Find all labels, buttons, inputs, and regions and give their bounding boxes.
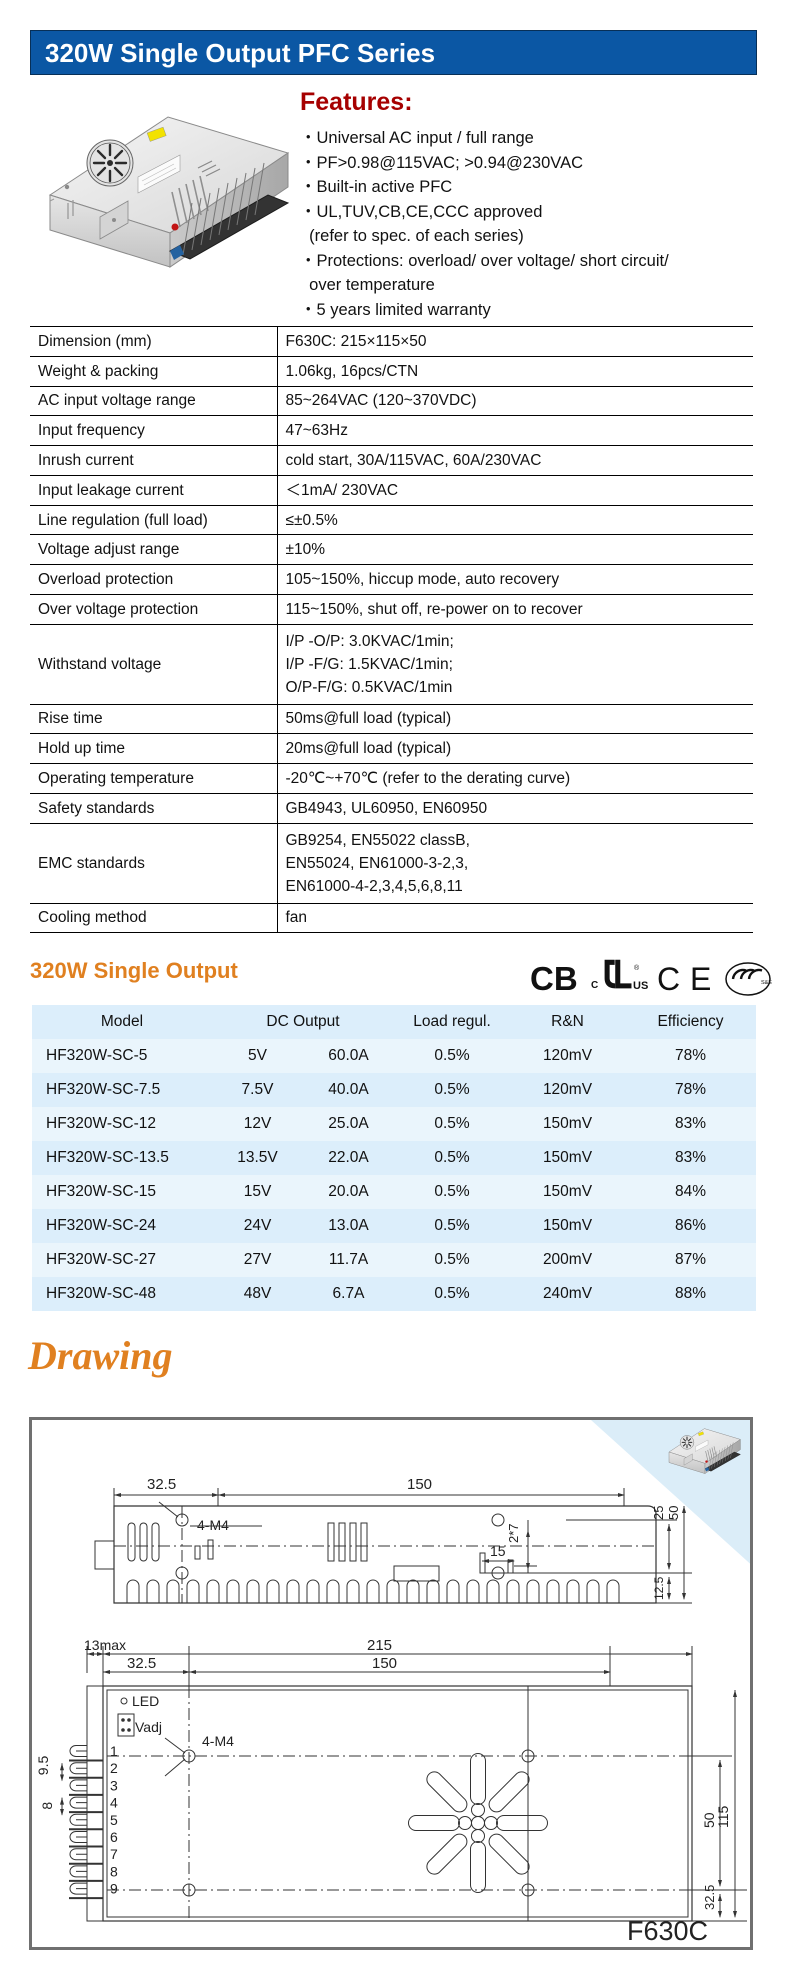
svg-text:4: 4 <box>110 1795 118 1811</box>
svg-text:32.5: 32.5 <box>127 1655 156 1672</box>
svg-text:2: 2 <box>110 1760 118 1776</box>
svg-text:13max: 13max <box>84 1638 126 1653</box>
svg-text:Vadj: Vadj <box>135 1719 162 1735</box>
svg-text:3: 3 <box>110 1777 118 1793</box>
svg-text:C: C <box>657 961 680 997</box>
svg-text:150: 150 <box>407 1476 432 1493</box>
svg-text:CB: CB <box>530 960 578 997</box>
svg-text:9.5: 9.5 <box>35 1756 51 1776</box>
svg-text:S&E: S&E <box>761 980 772 986</box>
svg-text:9: 9 <box>110 1881 118 1897</box>
svg-text:32.5: 32.5 <box>147 1476 176 1493</box>
svg-text:7: 7 <box>110 1846 118 1862</box>
svg-text:12.5: 12.5 <box>652 1576 666 1600</box>
svg-text:32.5: 32.5 <box>702 1885 717 1910</box>
svg-text:8: 8 <box>39 1802 55 1810</box>
svg-text:215: 215 <box>367 1638 392 1654</box>
svg-text:4-M4: 4-M4 <box>202 1733 234 1749</box>
svg-text:4-M4: 4-M4 <box>197 1517 229 1533</box>
svg-text:115: 115 <box>715 1805 731 1828</box>
svg-text:US: US <box>633 980 648 992</box>
svg-text:C: C <box>591 980 598 991</box>
svg-text:8: 8 <box>110 1863 118 1879</box>
svg-text:®: ® <box>634 964 640 972</box>
svg-text:5: 5 <box>110 1812 118 1828</box>
svg-text:25: 25 <box>651 1506 666 1520</box>
svg-text:150: 150 <box>372 1655 397 1672</box>
svg-text:6: 6 <box>110 1829 118 1845</box>
svg-text:50: 50 <box>666 1506 681 1520</box>
svg-text:E: E <box>690 961 711 997</box>
svg-text:LED: LED <box>132 1693 159 1709</box>
svg-text:1: 1 <box>110 1743 118 1759</box>
svg-text:15: 15 <box>490 1543 506 1559</box>
svg-text:F630C: F630C <box>627 1916 708 1946</box>
svg-text:2*7: 2*7 <box>506 1523 521 1543</box>
